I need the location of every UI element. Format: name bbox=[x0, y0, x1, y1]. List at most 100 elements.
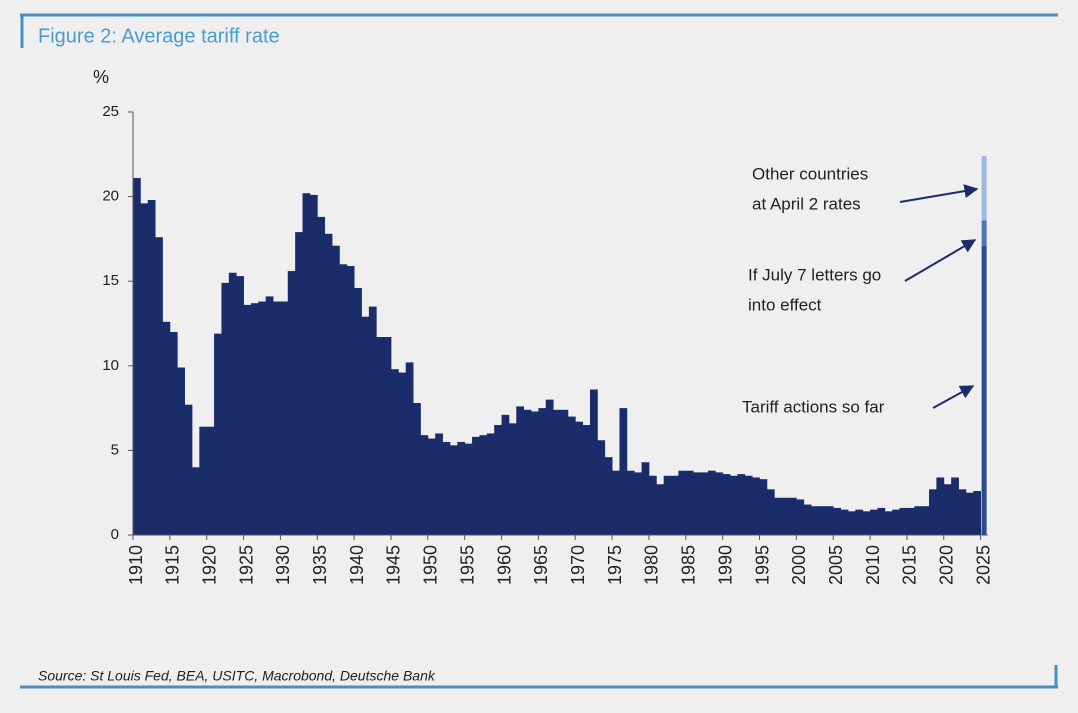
bar bbox=[435, 433, 443, 535]
bar bbox=[280, 301, 289, 535]
annotation: at April 2 rates bbox=[752, 194, 861, 213]
bar bbox=[420, 435, 429, 535]
projection-segment bbox=[981, 220, 987, 246]
bar bbox=[427, 438, 436, 535]
bar bbox=[641, 462, 650, 535]
bar bbox=[656, 484, 665, 535]
bar bbox=[796, 499, 805, 535]
x-tick-label: 1965 bbox=[531, 545, 551, 585]
y-tick-label: 20 bbox=[102, 188, 119, 205]
bar bbox=[346, 265, 355, 535]
bar bbox=[597, 440, 606, 535]
bar bbox=[582, 425, 591, 535]
bar bbox=[508, 423, 517, 535]
bar bbox=[250, 303, 259, 535]
bar bbox=[575, 421, 584, 535]
annotation: Other countries bbox=[752, 164, 868, 183]
bar bbox=[567, 416, 576, 535]
x-tick-label: 1935 bbox=[310, 545, 330, 585]
bar bbox=[228, 272, 237, 535]
x-tick-label: 1975 bbox=[605, 545, 625, 585]
y-tick-label: 15 bbox=[102, 272, 119, 289]
bar bbox=[877, 507, 886, 535]
bar bbox=[840, 509, 849, 535]
bar bbox=[943, 484, 952, 535]
bar bbox=[766, 489, 775, 535]
bar bbox=[332, 245, 340, 535]
bar bbox=[206, 426, 215, 535]
bar bbox=[405, 362, 414, 535]
bar bbox=[501, 414, 510, 535]
bar bbox=[398, 372, 407, 535]
arrow bbox=[932, 385, 975, 409]
bar bbox=[936, 477, 945, 535]
x-tick-label: 1955 bbox=[457, 545, 477, 585]
x-tick-label: 2000 bbox=[789, 545, 809, 585]
bar bbox=[214, 333, 222, 535]
bar bbox=[663, 475, 672, 535]
bar bbox=[317, 216, 326, 536]
bar bbox=[862, 511, 871, 535]
bar bbox=[921, 506, 930, 535]
bar bbox=[560, 409, 569, 535]
bar bbox=[221, 282, 230, 535]
bar bbox=[811, 506, 819, 535]
bar bbox=[324, 233, 333, 535]
bar bbox=[929, 489, 937, 535]
bar bbox=[965, 492, 974, 535]
bar bbox=[390, 369, 399, 535]
bar bbox=[354, 287, 362, 535]
bar bbox=[295, 232, 303, 535]
bar bbox=[899, 507, 908, 535]
chart-title: Figure 2: Average tariff rate bbox=[38, 25, 280, 47]
bar bbox=[140, 203, 149, 536]
bar bbox=[538, 408, 547, 535]
bar bbox=[184, 404, 193, 535]
bar bbox=[258, 301, 267, 535]
bar bbox=[162, 321, 171, 535]
y-tick-label: 0 bbox=[111, 526, 119, 543]
bar bbox=[604, 457, 613, 535]
bar bbox=[906, 507, 915, 535]
bar bbox=[626, 470, 635, 535]
x-tick-label: 1915 bbox=[163, 545, 183, 585]
bar bbox=[825, 506, 834, 535]
bar bbox=[361, 316, 370, 535]
bar bbox=[472, 436, 480, 535]
bar bbox=[759, 479, 768, 535]
bar bbox=[619, 408, 628, 535]
bar bbox=[685, 470, 694, 535]
arrow bbox=[899, 184, 979, 203]
x-tick-label: 1945 bbox=[384, 545, 404, 585]
bar bbox=[147, 199, 156, 535]
bar bbox=[273, 301, 281, 535]
x-tick-label: 1925 bbox=[236, 545, 256, 585]
bar bbox=[553, 409, 561, 535]
y-axis-label: % bbox=[93, 67, 109, 87]
bar bbox=[634, 472, 642, 535]
bar bbox=[847, 511, 856, 535]
x-tick-label: 1995 bbox=[752, 545, 772, 585]
bar bbox=[265, 296, 274, 535]
bar bbox=[707, 470, 716, 535]
bar bbox=[457, 441, 466, 535]
bar bbox=[383, 337, 392, 535]
x-tick-label: 2025 bbox=[973, 545, 993, 585]
annotation: Tariff actions so far bbox=[742, 397, 885, 416]
bar bbox=[464, 443, 473, 535]
bar bbox=[309, 194, 318, 535]
x-tick-label: 1970 bbox=[568, 545, 588, 585]
bar bbox=[177, 367, 185, 535]
bar bbox=[715, 472, 724, 535]
projection-segment bbox=[981, 245, 987, 535]
bar bbox=[951, 477, 959, 535]
arrow bbox=[904, 239, 977, 282]
bar bbox=[788, 497, 797, 535]
bar bbox=[133, 177, 141, 535]
bar bbox=[671, 475, 679, 535]
bar bbox=[833, 507, 841, 535]
bar bbox=[368, 306, 377, 535]
source: Source: St Louis Fed, BEA, USITC, Macrob… bbox=[38, 668, 436, 684]
annotation: If July 7 letters go bbox=[748, 265, 881, 284]
bar bbox=[479, 435, 488, 535]
